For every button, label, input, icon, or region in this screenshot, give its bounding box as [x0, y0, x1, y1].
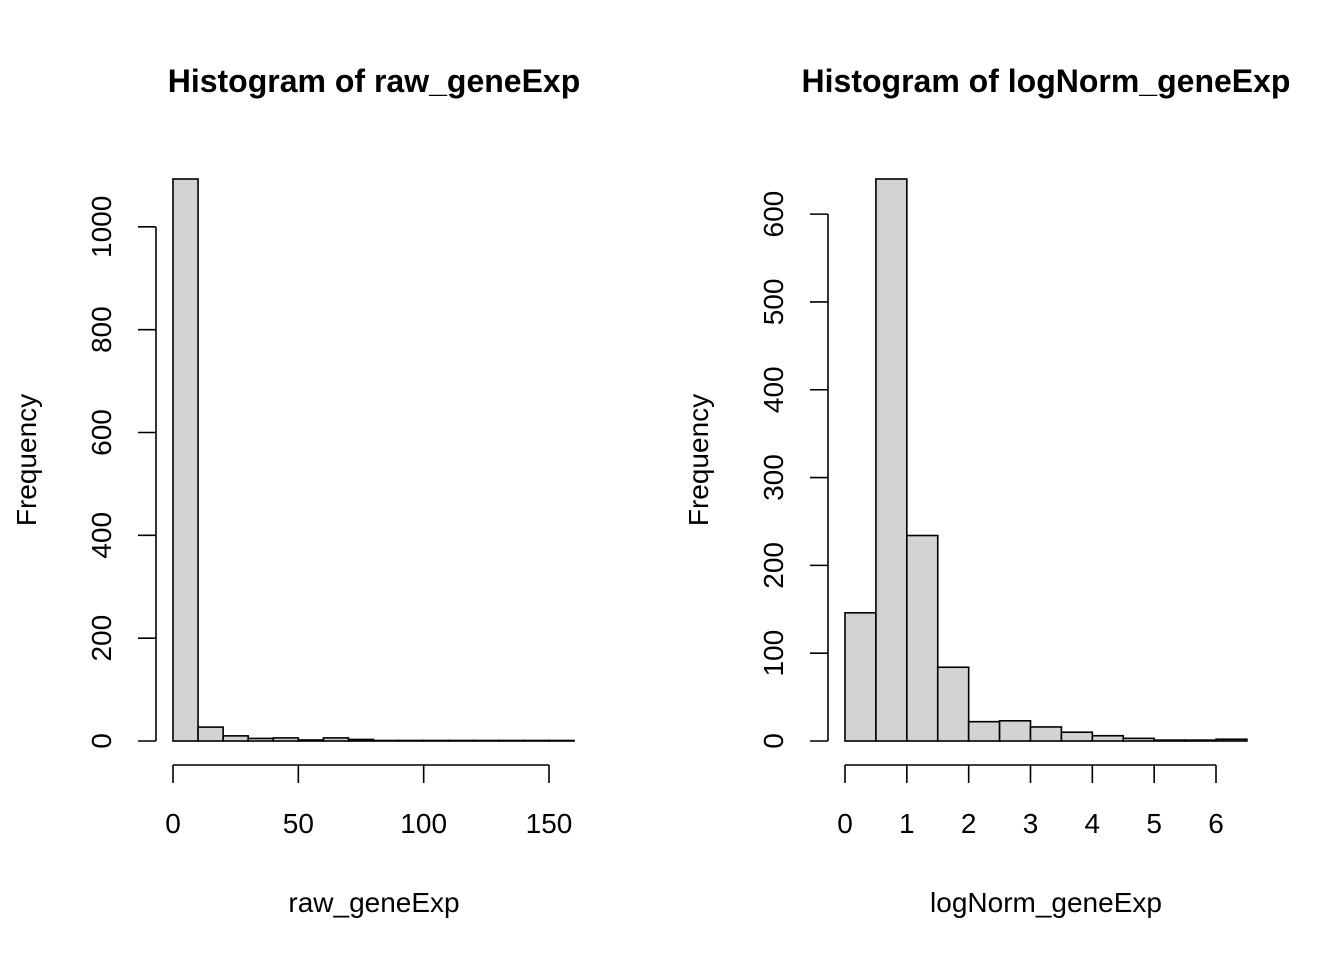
histogram-bar	[1153, 739, 1186, 742]
x-tick-label: 5	[1146, 808, 1162, 839]
histogram-bar	[372, 739, 400, 742]
histogram-bar	[998, 720, 1032, 742]
histogram-bar	[875, 178, 908, 742]
y-axis-lognorm: 0 100 200 300 400 500 600	[758, 191, 829, 749]
x-axis-label-lognorm: logNorm_geneExp	[930, 887, 1162, 918]
histogram-bar	[936, 666, 970, 742]
histogram-panel-raw: Histogram of raw_geneExp raw_geneExp Fre…	[11, 63, 580, 918]
x-axis-lognorm: 0 1 2 3 4 5 6	[837, 764, 1224, 839]
y-tick-label: 500	[758, 279, 789, 326]
histogram-bar	[447, 739, 475, 742]
x-tick-label: 2	[961, 808, 977, 839]
y-axis-label-lognorm: Frequency	[683, 394, 714, 526]
x-tick-label: 4	[1085, 808, 1101, 839]
y-tick-label: 600	[86, 409, 117, 456]
histogram-bar	[1184, 739, 1217, 742]
histogram-bar	[1091, 734, 1125, 742]
y-tick-label: 600	[758, 191, 789, 238]
y-tick-label: 0	[86, 733, 117, 749]
x-axis-raw: 0 50 100 150	[165, 764, 573, 839]
y-axis-raw: 0 200 400 600 800 1000	[86, 196, 157, 749]
histogram-bar	[1060, 731, 1094, 742]
y-tick-label: 0	[758, 733, 789, 749]
x-tick-label: 1	[899, 808, 915, 839]
y-tick-label: 300	[758, 454, 789, 501]
x-tick-label: 0	[837, 808, 853, 839]
y-tick-label: 100	[758, 630, 789, 677]
histogram-bar	[967, 720, 1001, 742]
x-tick-label: 0	[165, 808, 181, 839]
histogram-bar	[397, 739, 425, 742]
histogram-bar	[222, 735, 249, 742]
y-tick-label: 200	[86, 615, 117, 662]
histogram-bar	[197, 726, 224, 742]
x-tick-label: 100	[400, 808, 447, 839]
histogram-bar	[548, 739, 575, 742]
histogram-bar	[523, 739, 550, 742]
y-tick-label: 1000	[86, 196, 117, 258]
bars-raw	[172, 178, 575, 742]
y-axis-label-raw: Frequency	[11, 394, 42, 526]
chart-title-lognorm: Histogram of logNorm_geneExp	[802, 63, 1291, 99]
x-tick-label: 50	[283, 808, 314, 839]
x-axis-label-raw: raw_geneExp	[288, 887, 459, 918]
histogram-bar	[422, 739, 450, 742]
x-tick-label: 6	[1208, 808, 1224, 839]
y-tick-label: 800	[86, 306, 117, 353]
y-tick-label: 200	[758, 542, 789, 589]
bars-lognorm	[844, 178, 1248, 742]
histogram-bar	[322, 737, 350, 742]
histogram-bar	[297, 739, 325, 742]
y-tick-label: 400	[758, 366, 789, 413]
histogram-bar	[347, 738, 375, 742]
histogram-bar	[472, 739, 500, 742]
histogram-bar	[272, 737, 300, 742]
chart-title-raw: Histogram of raw_geneExp	[168, 63, 581, 99]
histogram-bar	[1215, 738, 1248, 742]
histogram-bar	[844, 611, 877, 742]
y-tick-label: 400	[86, 512, 117, 559]
x-tick-label: 150	[526, 808, 573, 839]
histogram-bar	[247, 737, 275, 742]
histogram-bar	[906, 534, 939, 742]
histogram-panel-lognorm: Histogram of logNorm_geneExp logNorm_gen…	[683, 63, 1290, 918]
histogram-bar	[172, 178, 199, 742]
x-tick-label: 3	[1023, 808, 1039, 839]
histogram-bar	[498, 739, 525, 742]
histogram-bar	[1122, 737, 1155, 742]
histogram-bar	[1029, 726, 1063, 742]
